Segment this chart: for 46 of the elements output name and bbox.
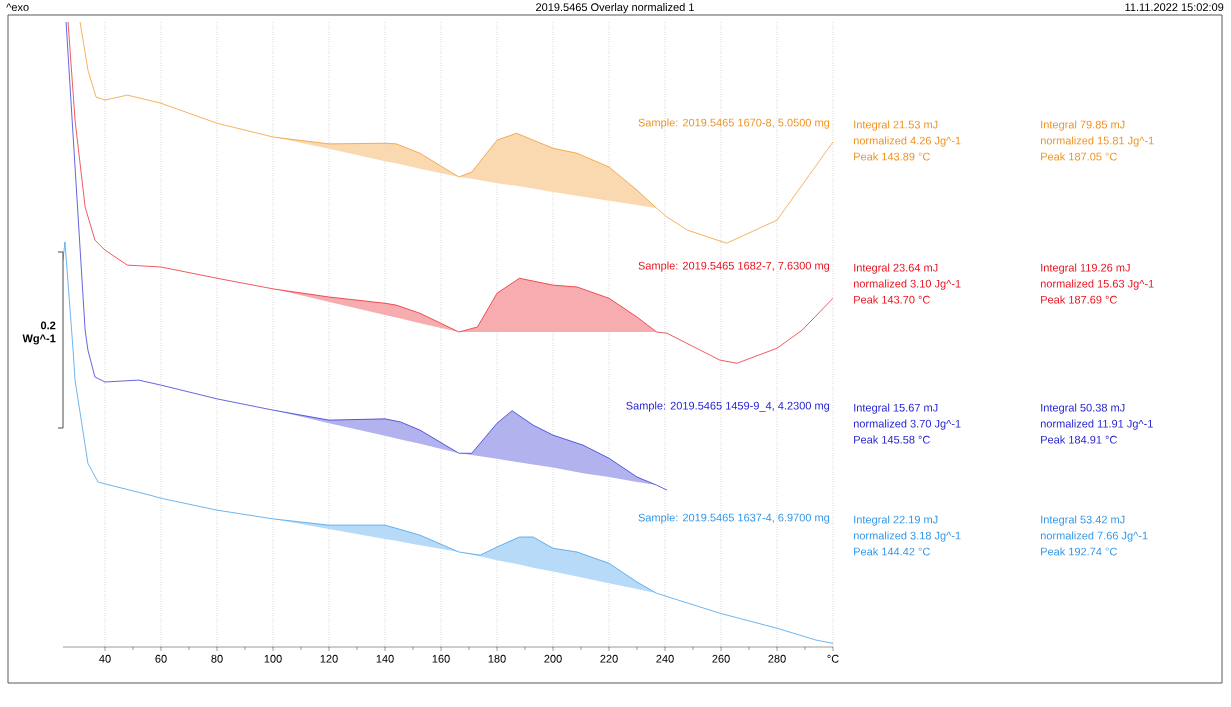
text: Peak 184.91 °C xyxy=(1041,435,1117,444)
text: Peak 143.70 °C xyxy=(854,295,930,304)
text: Peak 187.69 °C xyxy=(1041,295,1117,304)
text: Integral 22.19 mJ xyxy=(854,515,938,526)
series-label: Sample: 2019.5465 1670-8, 5.0500 mg xyxy=(638,118,830,129)
x-tick-label: 60 xyxy=(155,654,167,663)
text: normalized 7.66 Jg^-1 xyxy=(1040,531,1148,542)
text: Sample: 2019.5465 1682-7, 7.6300 mg xyxy=(638,261,830,272)
text: normalized 3.18 Jg^-1 xyxy=(853,531,961,542)
text: Integral 79.85 mJ xyxy=(1041,120,1125,131)
x-tick-label: 200 xyxy=(544,654,562,663)
text: Integral 119.26 mJ xyxy=(1041,263,1130,274)
text: normalized 3.10 Jg^-1 xyxy=(853,279,961,290)
x-tick-label: 80 xyxy=(211,654,223,663)
text: ^exo xyxy=(6,3,29,12)
text: normalized 15.63 Jg^-1 xyxy=(1040,279,1154,290)
text: Sample: 2019.5465 1637-4, 6.9700 mg xyxy=(638,513,830,524)
x-tick-label: 260 xyxy=(712,654,730,663)
text: 11.11.2022 15:02:09 xyxy=(1125,3,1224,12)
x-tick-label: 280 xyxy=(768,654,786,663)
text: normalized 15.81 Jg^-1 xyxy=(1040,136,1154,147)
text: Peak 187.05 °C xyxy=(1041,152,1117,161)
x-tick-label: 160 xyxy=(432,654,450,663)
x-tick-label: 140 xyxy=(376,654,394,663)
text: Integral 53.42 mJ xyxy=(1041,515,1125,526)
x-tick-label: 100 xyxy=(264,654,282,663)
x-tick-label: °C xyxy=(827,654,839,663)
text: Integral 21.53 mJ xyxy=(854,120,938,131)
x-tick-label: 220 xyxy=(600,654,618,663)
x-tick-label: 40 xyxy=(99,654,111,663)
text: Peak 143.89 °C xyxy=(854,152,930,161)
text: normalized 4.26 Jg^-1 xyxy=(853,136,961,147)
text: Integral 15.67 mJ xyxy=(854,403,938,414)
text: Peak 192.74 °C xyxy=(1041,547,1117,556)
x-tick-label: 120 xyxy=(320,654,338,663)
text: Peak 145.58 °C xyxy=(854,435,930,444)
text: Integral 50.38 mJ xyxy=(1041,403,1125,414)
text: Integral 23.64 mJ xyxy=(854,263,938,274)
text: 0.2 Wg^-1 xyxy=(22,321,56,345)
chart-title: 2019.5465 Overlay normalized 1 xyxy=(536,3,694,14)
x-tick-label: 180 xyxy=(488,654,506,663)
text: normalized 11.91 Jg^-1 xyxy=(1040,419,1153,430)
text: normalized 3.70 Jg^-1 xyxy=(853,419,961,430)
text: Sample: 2019.5465 1459-9_4, 4.2300 mg xyxy=(626,401,830,412)
text: Peak 144.42 °C xyxy=(854,547,930,556)
x-tick-label: 240 xyxy=(656,654,674,663)
